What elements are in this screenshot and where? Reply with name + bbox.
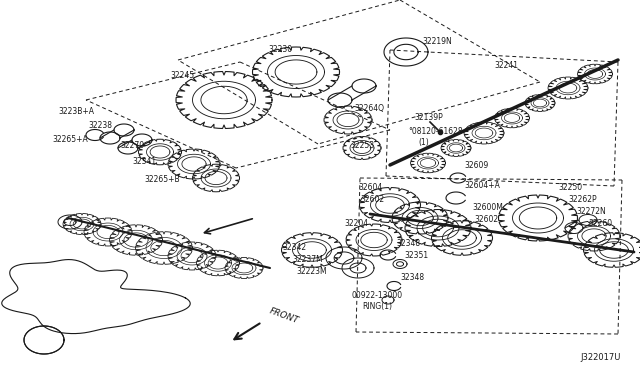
Text: FRONT: FRONT [268,307,300,326]
Text: (1): (1) [418,138,429,148]
Text: 32139P: 32139P [414,113,443,122]
Text: 32264Q: 32264Q [354,103,384,112]
Text: 32223M: 32223M [296,267,326,276]
Text: 32600M: 32600M [472,203,503,212]
Text: 32253: 32253 [350,141,374,151]
Text: 32262P: 32262P [568,196,596,205]
Text: 32602: 32602 [360,195,384,203]
Text: 32348: 32348 [396,238,420,247]
Text: 3223B+A: 3223B+A [58,108,94,116]
Text: 32250: 32250 [558,183,582,192]
Text: 32219N: 32219N [422,38,452,46]
Text: 32348: 32348 [400,273,424,282]
Text: 32604: 32604 [358,183,382,192]
Text: °08120-61628: °08120-61628 [408,128,463,137]
Text: RING(1): RING(1) [362,302,392,311]
Text: 32260: 32260 [588,219,612,228]
Text: 32238: 32238 [88,122,112,131]
Text: 32609: 32609 [464,161,488,170]
Text: 32604+A: 32604+A [464,182,500,190]
Text: 32341: 32341 [132,157,156,167]
Text: 32342: 32342 [282,244,306,253]
Text: 32265+A: 32265+A [52,135,88,144]
Text: 32265+B: 32265+B [144,176,180,185]
Text: 32245: 32245 [170,71,194,80]
Text: 00922-13000: 00922-13000 [352,292,403,301]
Text: 32230: 32230 [268,45,292,55]
Text: 32602: 32602 [474,215,498,224]
Text: J322017U: J322017U [580,353,620,362]
Text: 32272N: 32272N [576,208,605,217]
Text: 32241: 32241 [494,61,518,71]
Text: 32270: 32270 [120,141,144,151]
Text: 32351: 32351 [404,251,428,260]
Text: 32204: 32204 [344,219,368,228]
Text: 32237M: 32237M [292,256,323,264]
